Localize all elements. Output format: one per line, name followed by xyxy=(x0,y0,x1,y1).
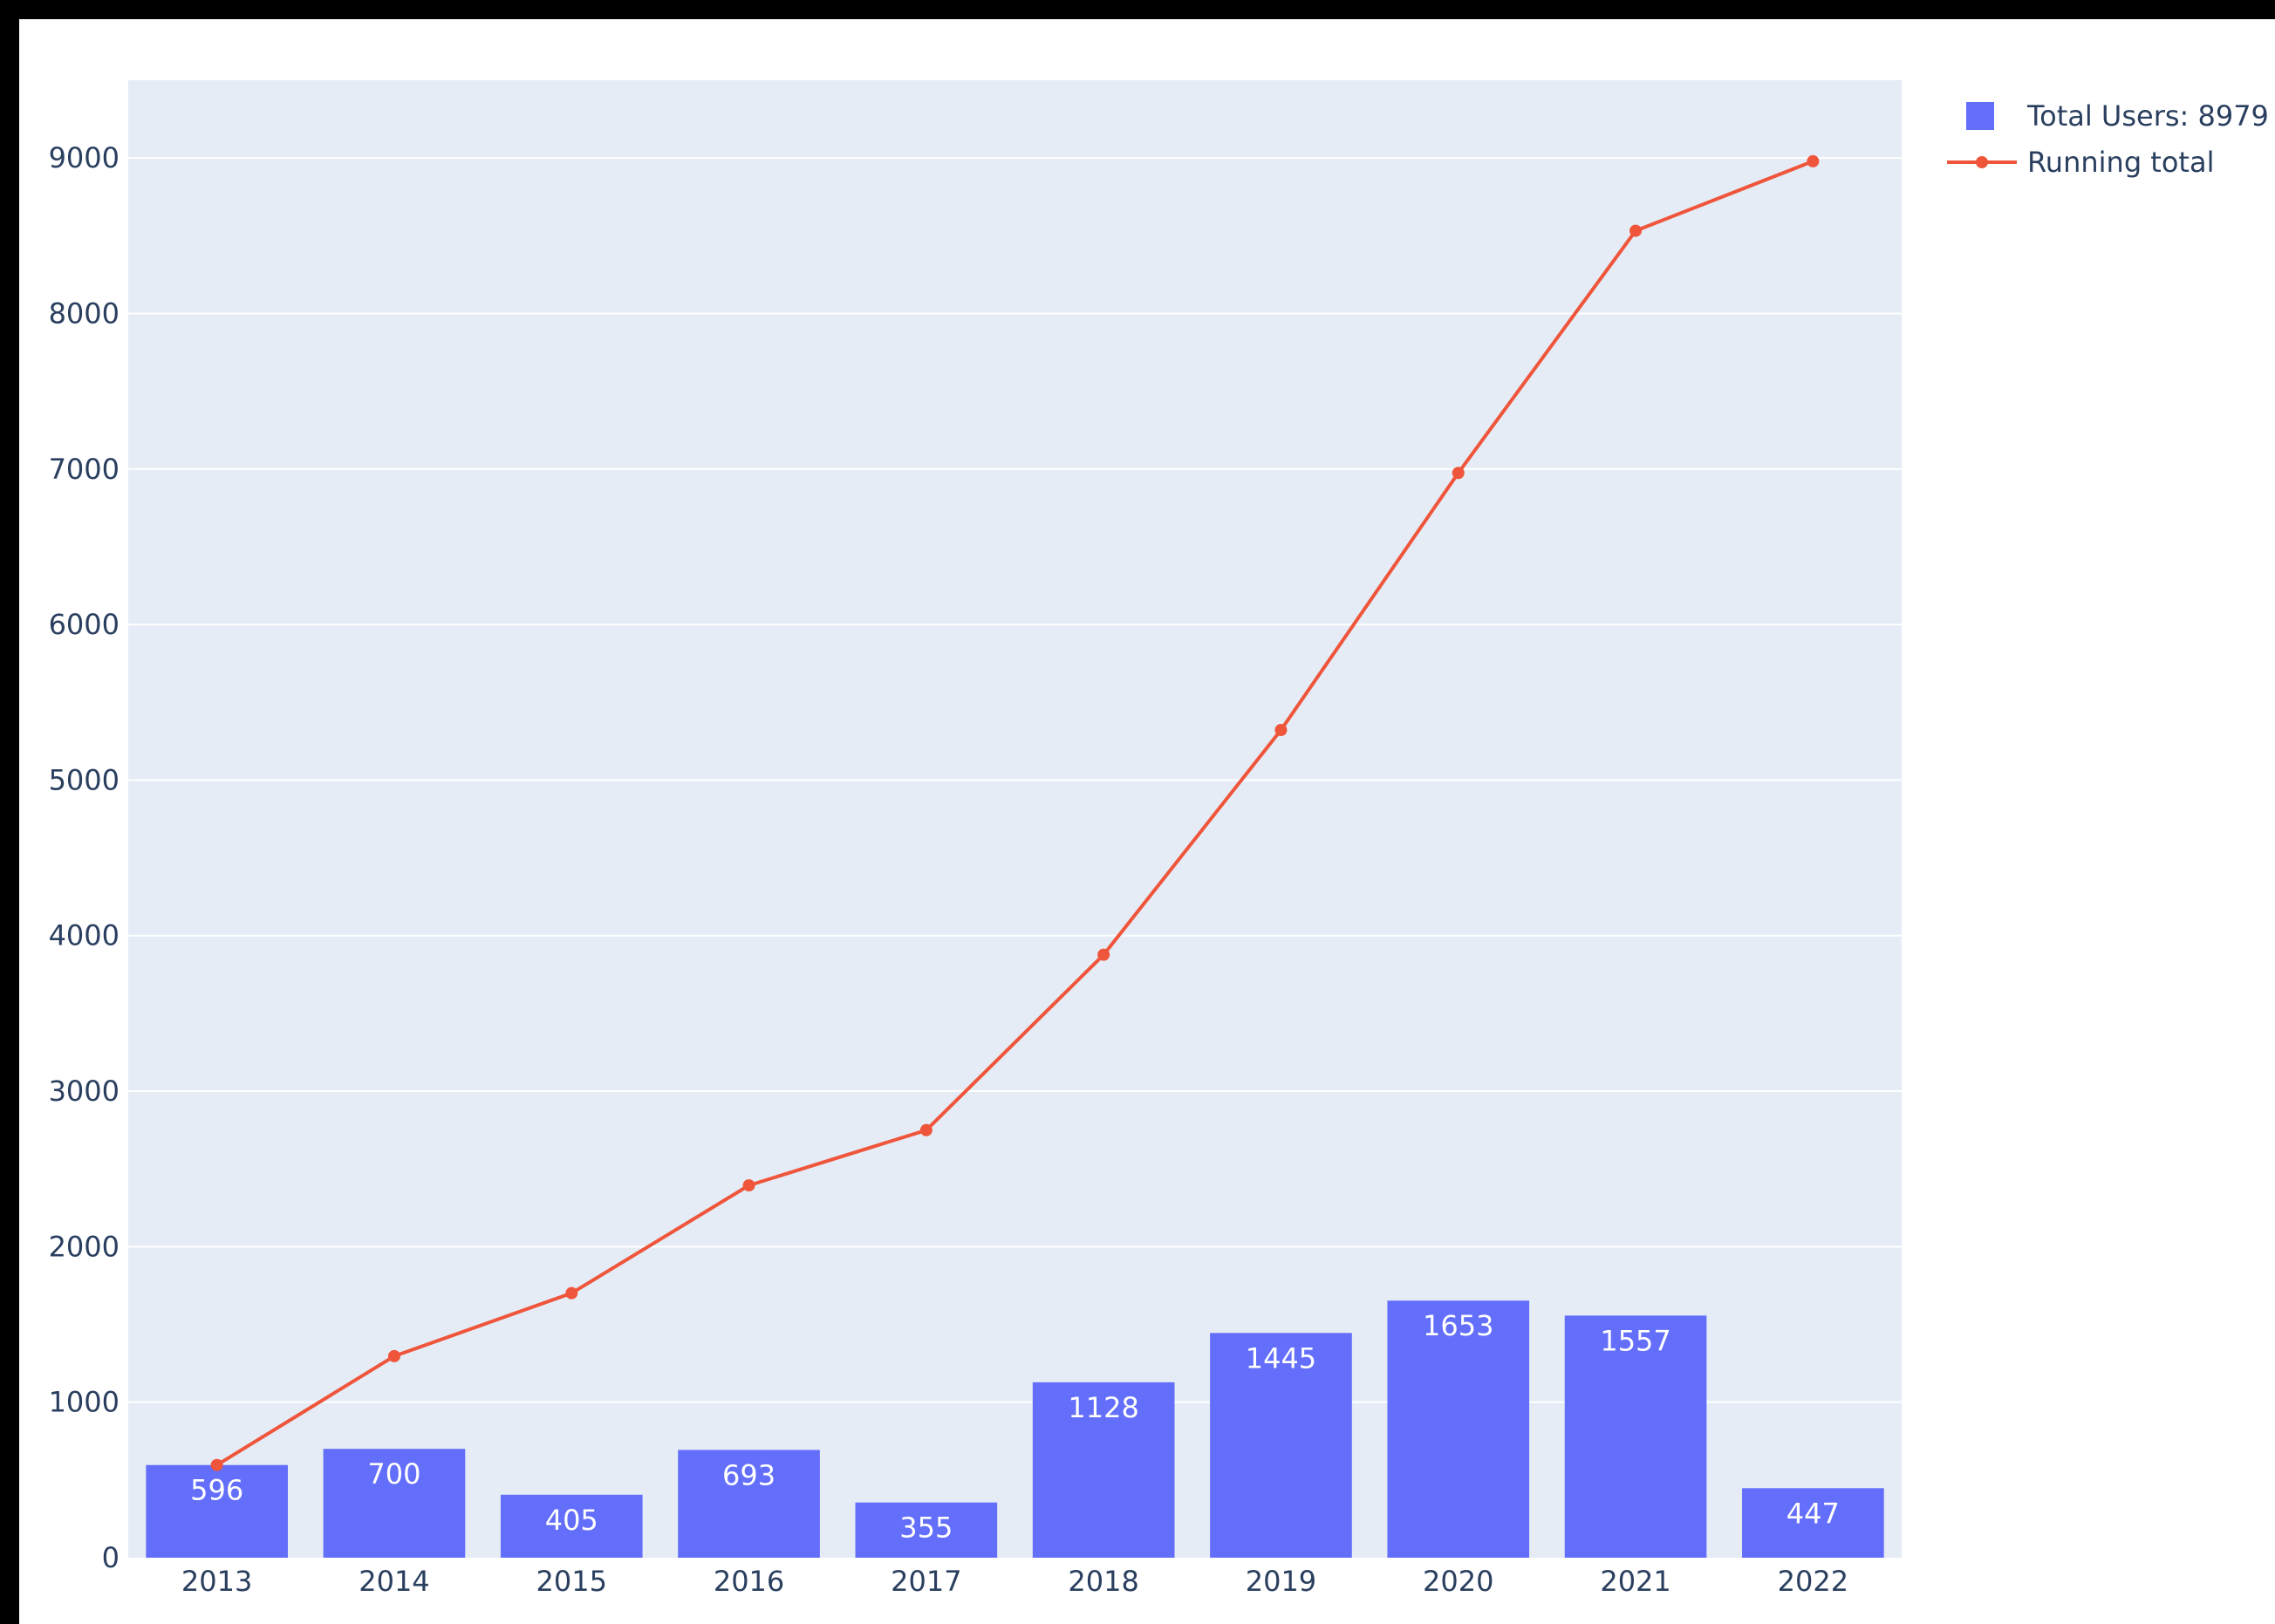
x-tick-label: 2018 xyxy=(1068,1565,1138,1598)
bar-data-label: 1653 xyxy=(1423,1309,1493,1342)
bar-series xyxy=(146,1300,1884,1558)
plot-area xyxy=(128,80,1902,1558)
y-tick-label: 0 xyxy=(102,1541,120,1574)
bar xyxy=(1564,1315,1707,1558)
running-total-line xyxy=(215,160,1814,1467)
bar xyxy=(678,1450,820,1558)
bar xyxy=(323,1449,466,1558)
gridlines xyxy=(128,157,1902,1403)
y-tick-label: 1000 xyxy=(49,1386,120,1419)
running-total-point xyxy=(1807,154,1820,167)
running-total-point xyxy=(1452,467,1465,480)
running-total-point xyxy=(742,1179,755,1192)
bar xyxy=(1742,1488,1884,1558)
running-total-series xyxy=(210,154,1820,1471)
chart-canvas: 596 700 405 693 355 1128 1445 1653 1557 447 0 1000… xyxy=(19,19,2275,1624)
running-total-point xyxy=(387,1349,400,1362)
running-total-point xyxy=(919,1123,933,1136)
bar-data-label: 1128 xyxy=(1068,1391,1138,1424)
x-tick-label: 2019 xyxy=(1246,1565,1316,1598)
running-total-point xyxy=(1274,724,1288,737)
x-tick-label: 2015 xyxy=(536,1565,607,1598)
x-tick-label: 2022 xyxy=(1778,1565,1848,1598)
legend-label-running-total: Running total xyxy=(2027,146,2214,179)
bar-data-label: 693 xyxy=(722,1458,775,1491)
y-tick-label: 9000 xyxy=(49,141,120,174)
bar xyxy=(146,1464,288,1558)
bar-data-label: 700 xyxy=(367,1457,420,1491)
y-tick-label: 3000 xyxy=(49,1075,120,1108)
bar-data-label: 355 xyxy=(899,1511,953,1545)
x-axis-ticks: 2013 2014 2015 2016 2017 2018 2019 2020 2021 2022 xyxy=(181,1565,1848,1598)
bar xyxy=(1210,1333,1352,1558)
bar-data-labels: 596 700 405 693 355 1128 1445 1653 1557 447 xyxy=(190,1309,1840,1544)
bar xyxy=(500,1494,643,1558)
x-tick-label: 2016 xyxy=(714,1565,784,1598)
running-total-point xyxy=(210,1458,223,1471)
legend-label-total-users: Total Users: 8979 xyxy=(2026,99,2269,133)
running-total-point xyxy=(565,1286,578,1300)
y-tick-label: 6000 xyxy=(49,608,120,641)
running-total-point xyxy=(1629,224,1643,237)
bar xyxy=(1387,1300,1530,1558)
y-tick-label: 8000 xyxy=(49,297,120,330)
bar-data-label: 1445 xyxy=(1246,1341,1316,1375)
legend-swatch-bar xyxy=(1966,102,1994,130)
x-tick-label: 2017 xyxy=(891,1565,961,1598)
combo-bar-line-chart: 596 700 405 693 355 1128 1445 1653 1557 447 0 1000… xyxy=(49,80,2269,1598)
legend: Total Users: 8979 Running total xyxy=(1947,99,2269,179)
y-tick-label: 7000 xyxy=(49,453,120,486)
y-tick-label: 5000 xyxy=(49,763,120,796)
x-tick-label: 2014 xyxy=(359,1565,429,1598)
x-tick-label: 2013 xyxy=(181,1565,252,1598)
bar-data-label: 405 xyxy=(545,1504,598,1537)
bar-data-label: 447 xyxy=(1787,1497,1840,1530)
y-tick-label: 4000 xyxy=(49,919,120,952)
bar xyxy=(855,1502,998,1558)
bar xyxy=(1032,1382,1175,1558)
bar-data-label: 1557 xyxy=(1600,1324,1670,1357)
legend-swatch-marker xyxy=(1976,156,1988,168)
y-axis-ticks: 0 1000 2000 3000 4000 5000 6000 7000 8000 9000 xyxy=(49,141,120,1574)
x-tick-label: 2020 xyxy=(1423,1565,1493,1598)
bar-data-label: 596 xyxy=(190,1474,243,1507)
running-total-point xyxy=(1097,948,1110,961)
x-tick-label: 2021 xyxy=(1600,1565,1670,1598)
y-tick-label: 2000 xyxy=(49,1230,120,1263)
